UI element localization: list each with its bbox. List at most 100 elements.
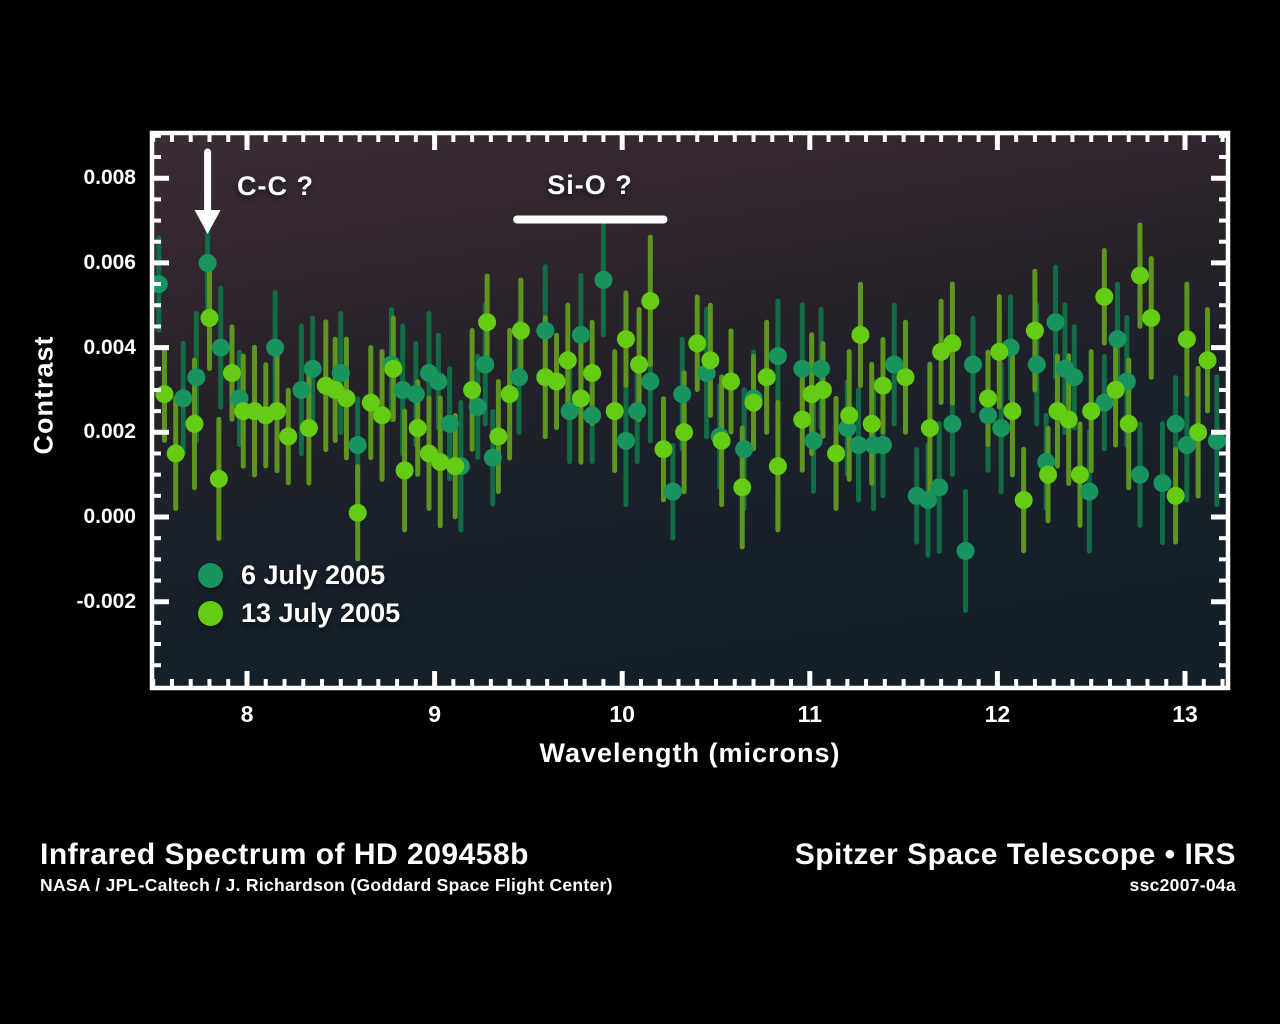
data-point-6-july [793,359,812,378]
data-point-13-july [1177,330,1196,349]
axis-ticks [151,133,1228,688]
data-point-13-july [793,410,812,429]
data-point-13-july [268,402,287,421]
data-point-13-july [701,351,720,370]
data-point-6-july [1108,330,1127,349]
data-point-13-july [688,334,707,353]
y-tick-label: 0.000 [83,505,136,528]
data-point-13-july [395,461,414,480]
x-tick-label: 12 [984,701,1011,727]
data-point-13-july [1198,351,1217,370]
data-point-6-july [571,325,590,344]
data-point-13-july [654,440,673,459]
y-tick-label: 0.008 [83,166,136,190]
data-point-6-july [560,402,579,421]
data-point-13-july [222,364,241,383]
data-point-13-july [722,372,741,391]
data-point-6-july [673,385,692,404]
data-point-13-july [641,292,660,311]
data-point-13-july [558,351,577,370]
data-point-6-july [292,380,311,399]
data-point-13-july [1166,486,1185,505]
data-point-13-july [1003,402,1022,421]
caption-right: Spitzer Space Telescope • IRS ssc2007-04… [795,838,1236,896]
data-point-13-july [873,376,892,395]
y-tick-label: 0.002 [83,420,136,444]
legend-label-6-july: 6 July 2005 [241,560,386,590]
data-point-13-july [896,368,915,387]
data-point-6-july [510,368,529,387]
data-point-13-july [489,427,508,446]
data-point-6-july [211,338,230,357]
data-point-6-july [303,359,322,378]
data-point-6-july [1177,436,1196,455]
data-point-6-july [768,347,787,366]
data-point-6-july [476,355,495,374]
data-point-6-july [1130,465,1149,484]
legend-marker-6-july [198,563,223,588]
data-point-13-july [1082,402,1101,421]
data-point-13-july [408,419,427,438]
data-point-13-july [920,419,939,438]
data-point-13-july [166,444,185,463]
data-point-6-july [812,359,831,378]
data-point-13-july [200,308,219,327]
data-point-13-july [384,359,403,378]
data-point-13-july [1130,266,1149,285]
data-point-13-july [1070,465,1089,484]
data-point-13-july [851,325,870,344]
data-point-6-july [628,402,647,421]
data-point-13-july [605,402,624,421]
data-point-6-july [468,397,487,416]
cc-arrow-icon [194,148,221,234]
data-point-6-july [964,355,983,374]
data-point-13-july [348,503,367,522]
data-point-6-july [1207,431,1226,450]
data-point-6-july [406,385,425,404]
data-point-13-july [583,364,602,383]
data-point-6-july [735,440,754,459]
x-tick-label: 13 [1172,701,1198,727]
data-point-6-july [429,372,448,391]
figure-credit: NASA / JPL-Caltech / J. Richardson (Godd… [40,875,613,895]
telescope-title: Spitzer Space Telescope • IRS [794,838,1236,871]
y-tick-label: -0.002 [76,589,136,613]
data-point-6-july [1095,393,1114,412]
data-point-6-july [348,436,367,455]
data-point-13-july [478,313,497,332]
data-point-13-july [813,380,832,399]
data-point-6-july [849,436,868,455]
data-point-6-july [331,364,350,383]
data-point-6-july [1046,313,1065,332]
data-point-13-july [979,389,998,408]
caption-left: Infrared Spectrum of HD 209458b NASA / J… [40,838,613,896]
data-point-6-july [885,355,904,374]
data-point-6-july [536,321,555,340]
data-point-13-july [431,452,450,471]
legend-item-13-july: 13 July 2005 [198,598,400,629]
x-tick-label: 11 [797,701,822,727]
data-point-13-july [1025,321,1044,340]
data-point-6-july [187,368,206,387]
data-point-13-july [1189,423,1208,442]
data-point-6-july [594,270,613,289]
data-layer [152,209,1226,613]
y-tick-label: 0.004 [83,335,136,359]
legend-label-13-july: 13 July 2005 [241,598,401,628]
data-point-13-july [185,414,204,433]
data-point-13-july [943,334,962,353]
data-point-6-july [663,482,682,501]
figure-title: Infrared Spectrum of HD 209458b [40,838,529,871]
data-point-6-july [440,414,459,433]
data-point-13-july [1059,410,1078,429]
legend-marker-13-july [198,601,223,626]
x-axis-title: Wavelength (microns) [539,738,841,768]
data-point-6-july [198,253,217,272]
data-point-13-july [744,393,763,412]
data-point-6-july [930,478,949,497]
y-tick-label: 0.006 [83,250,136,274]
data-point-13-july [337,389,356,408]
data-point-13-july [675,423,694,442]
data-point-13-july [862,414,881,433]
data-point-6-july [1065,368,1084,387]
